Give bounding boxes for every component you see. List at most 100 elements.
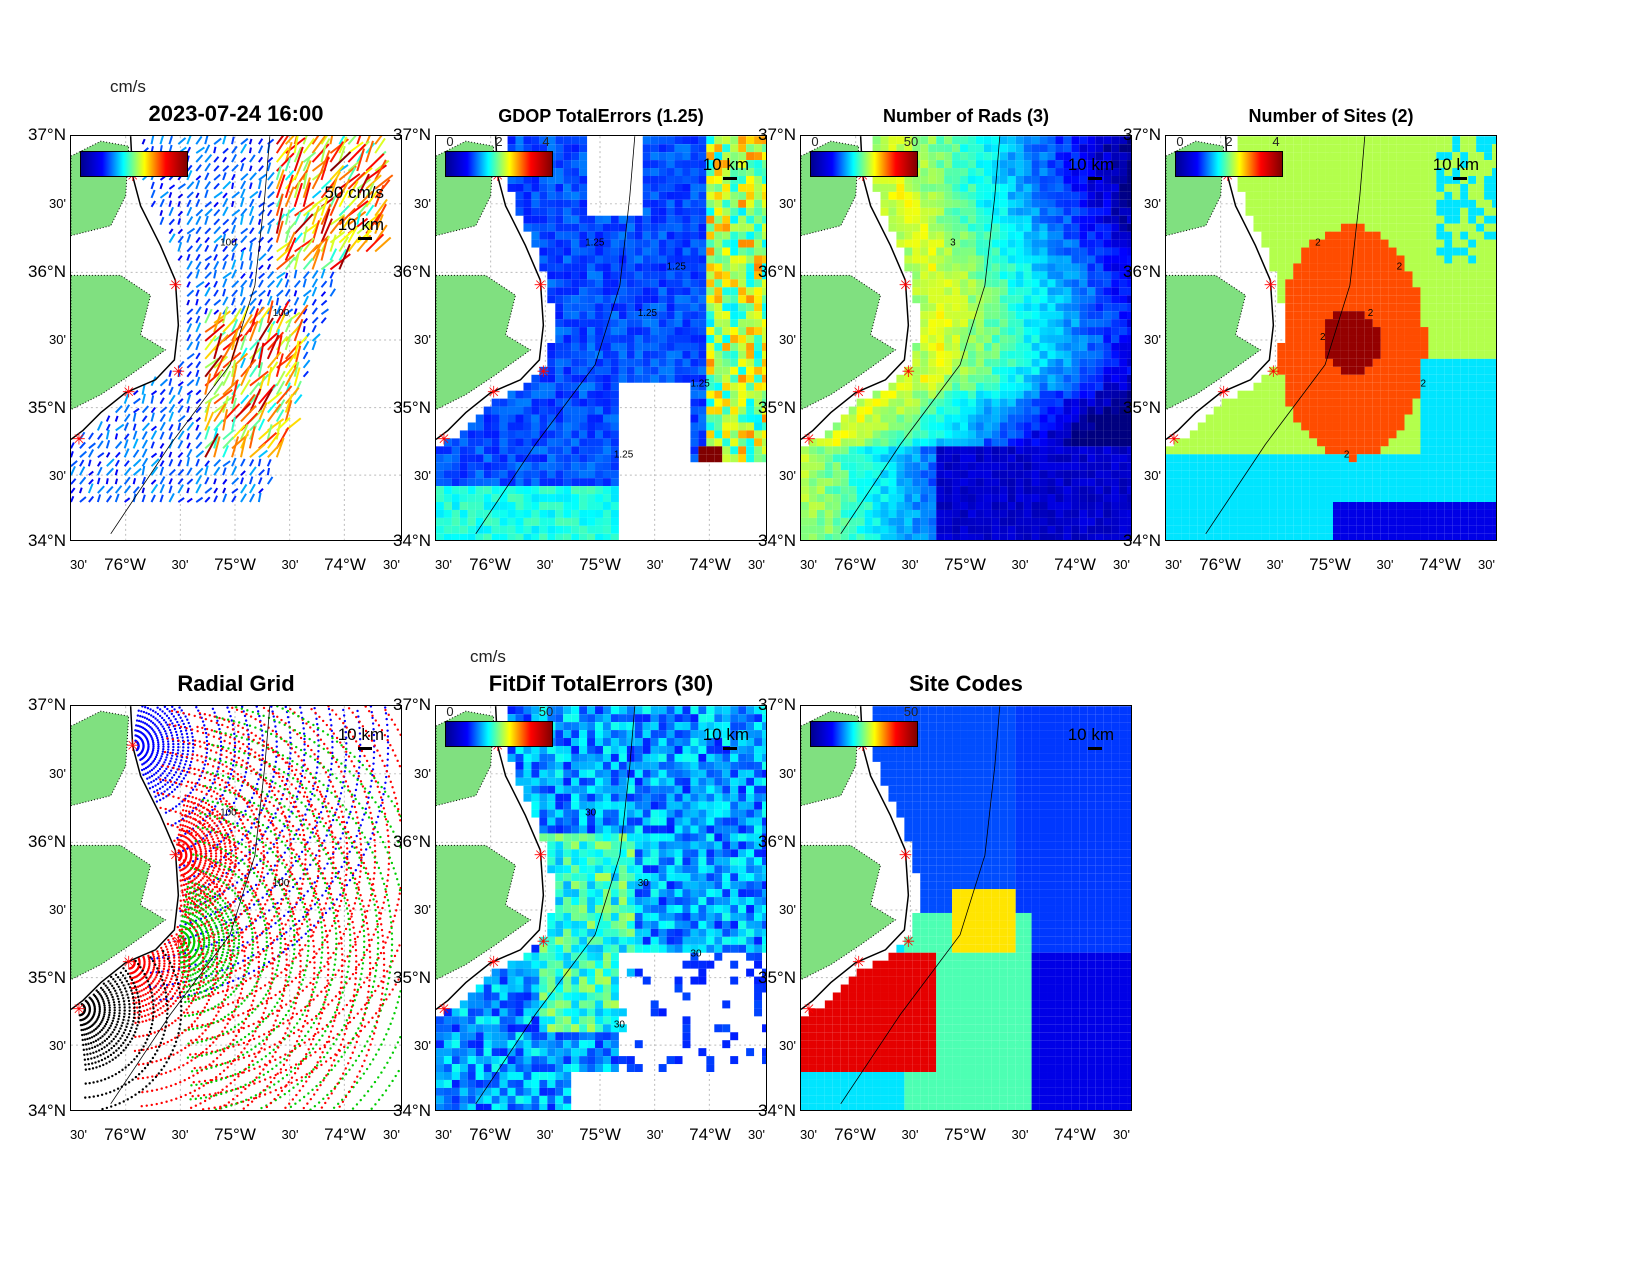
data-cell	[1372, 327, 1381, 336]
data-cell	[1095, 247, 1104, 256]
current-vector	[231, 153, 237, 163]
data-cell	[1007, 525, 1016, 534]
data-cell	[690, 374, 699, 383]
data-cell	[698, 438, 707, 447]
current-vector	[329, 192, 338, 208]
data-cell	[706, 358, 715, 367]
current-vector	[240, 180, 247, 190]
data-cell	[1031, 144, 1040, 153]
data-cell	[920, 502, 929, 510]
current-vector	[71, 442, 75, 449]
data-cell	[975, 342, 984, 351]
data-cell	[1127, 509, 1131, 518]
current-vector	[123, 422, 129, 431]
data-cell	[1023, 207, 1032, 216]
data-cell	[952, 382, 961, 391]
current-vector	[141, 457, 149, 467]
data-cell	[1460, 207, 1469, 216]
data-cell	[1412, 271, 1421, 280]
data-cell	[952, 462, 961, 471]
current-vector	[124, 497, 131, 503]
data-cell	[626, 255, 635, 264]
current-vector	[159, 378, 169, 387]
data-cell	[1444, 215, 1453, 224]
data-cell	[579, 382, 588, 391]
data-cell	[960, 446, 968, 455]
data-cell	[1372, 207, 1381, 216]
data-cell	[1364, 239, 1373, 248]
data-cell	[1269, 247, 1278, 256]
data-cell	[896, 215, 905, 224]
data-cell	[698, 191, 707, 200]
data-cell	[507, 414, 516, 423]
data-cell	[1404, 350, 1413, 359]
data-cell	[1380, 223, 1389, 232]
data-cell	[1111, 199, 1120, 208]
data-cell	[746, 199, 755, 208]
hfr-site-marker: ✳	[172, 364, 185, 381]
data-cell	[1245, 191, 1254, 200]
data-cell	[587, 398, 596, 407]
data-cell	[1103, 183, 1112, 192]
data-cell	[762, 438, 766, 447]
data-cell	[1079, 406, 1088, 415]
data-cell	[880, 462, 889, 471]
data-cell	[563, 494, 572, 503]
data-cell	[650, 144, 659, 153]
data-cell	[1364, 263, 1373, 272]
current-vector	[222, 228, 229, 235]
data-cell	[999, 478, 1008, 487]
current-vector	[222, 351, 242, 369]
current-vector	[257, 145, 264, 154]
data-cell	[690, 199, 699, 208]
data-cell	[738, 263, 747, 272]
data-cell	[587, 255, 596, 264]
data-cell	[1127, 470, 1131, 479]
data-cell	[1031, 231, 1040, 240]
data-cell	[1079, 517, 1088, 526]
data-cell	[634, 350, 643, 359]
data-cell	[1380, 263, 1389, 272]
data-cell	[1468, 350, 1477, 359]
data-cell	[1079, 215, 1088, 224]
data-cell	[824, 525, 833, 534]
contour-label: 1.25	[667, 261, 687, 272]
data-cell	[499, 438, 508, 447]
data-cell	[840, 446, 849, 455]
current-vector	[150, 430, 158, 440]
current-vector	[284, 220, 297, 235]
current-vector	[240, 404, 257, 423]
data-cell	[1031, 319, 1040, 328]
data-cell	[1007, 342, 1016, 351]
current-vector	[222, 370, 232, 387]
data-cell	[1309, 144, 1318, 153]
current-vector	[248, 260, 253, 270]
data-cell	[1031, 207, 1040, 216]
data-cell	[1420, 303, 1429, 312]
data-cell	[1293, 175, 1302, 184]
data-cell	[1047, 366, 1056, 375]
data-cell	[1047, 263, 1056, 272]
data-cell	[690, 398, 699, 407]
data-cell	[1484, 311, 1493, 320]
colorbar-unit: cm/s	[110, 77, 146, 96]
current-vector	[284, 157, 292, 172]
data-cell	[1380, 191, 1389, 200]
current-vector	[168, 370, 172, 378]
data-cell	[864, 454, 873, 463]
data-cell	[1039, 239, 1048, 248]
data-cell	[650, 223, 659, 232]
data-cell	[595, 287, 603, 296]
data-cell	[1111, 478, 1120, 487]
data-cell	[1428, 247, 1437, 256]
data-cell	[698, 319, 707, 328]
data-cell	[928, 494, 937, 503]
data-cell	[571, 335, 580, 343]
data-cell	[999, 319, 1008, 328]
data-cell	[1023, 454, 1032, 463]
current-vector	[195, 306, 202, 315]
data-cell	[443, 462, 452, 471]
data-cell	[975, 350, 984, 359]
data-cell	[443, 525, 452, 534]
